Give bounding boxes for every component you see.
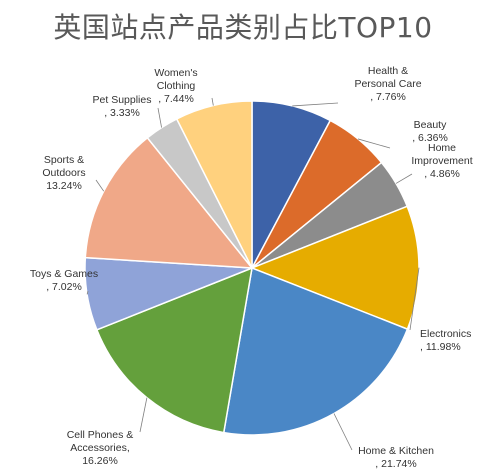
- pie-slice-9: [175, 100, 253, 269]
- slice-label-line: Women's: [154, 67, 197, 79]
- slice-label-line: , 4.86%: [424, 168, 460, 180]
- slice-label-5: Cell Phones & Accessories, 16.26%: [67, 429, 134, 467]
- slice-label-line: Home: [428, 142, 456, 154]
- slice-label-0: Health & Personal Care, 7.76%: [354, 65, 421, 103]
- slice-label-line: Clothing: [157, 80, 196, 92]
- slice-label-line: 16.26%: [82, 455, 118, 467]
- slice-label-line: Health &: [368, 65, 408, 77]
- slice-label-line: , 7.44%: [158, 93, 194, 105]
- slice-label-3: Electronics, 11.98%: [420, 328, 471, 353]
- leader-line-7: [95, 179, 105, 192]
- leader-line-5: [139, 397, 148, 433]
- leader-line-6: [86, 290, 89, 295]
- slice-label-line: Toys & Games: [30, 268, 98, 280]
- slice-label-line: , 6.36%: [412, 132, 448, 144]
- leader-line-2: [395, 173, 413, 184]
- slice-label-line: , 7.76%: [370, 91, 406, 103]
- leader-line-0: [292, 102, 339, 107]
- slice-label-4: Home & Kitchen, 21.74%: [358, 445, 434, 470]
- slice-label-line: , 7.02%: [46, 281, 82, 293]
- slice-label-line: 13.24%: [46, 180, 82, 192]
- slice-label-line: Beauty: [414, 119, 447, 131]
- slice-label-line: Cell Phones &: [67, 429, 134, 441]
- leader-line-8: [157, 107, 162, 128]
- leader-line-9: [211, 97, 214, 106]
- slice-label-line: , 3.33%: [104, 107, 140, 119]
- slice-label-2: Home Improvement, 4.86%: [411, 142, 472, 180]
- slice-label-6: Toys & Games, 7.02%: [30, 268, 98, 293]
- slice-label-line: Sports &: [44, 154, 84, 166]
- slice-label-line: Outdoors: [42, 167, 85, 179]
- slice-label-9: Women's Clothing, 7.44%: [154, 67, 197, 105]
- slice-label-1: Beauty, 6.36%: [412, 119, 448, 144]
- slice-label-line: , 11.98%: [420, 341, 461, 353]
- slice-label-7: Sports & Outdoors 13.24%: [42, 154, 85, 192]
- slice-label-line: Electronics: [420, 328, 471, 340]
- chart-title: 英国站点产品类别占比TOP10: [53, 11, 433, 44]
- leader-line-3: [409, 267, 420, 331]
- pie-slice-5: [95, 266, 253, 434]
- slice-label-line: Home & Kitchen: [358, 445, 434, 457]
- leader-line-4: [333, 413, 353, 451]
- leader-line-1: [357, 138, 391, 149]
- slice-label-line: Pet Supplies: [93, 94, 152, 106]
- pie-slice-7: [84, 136, 254, 269]
- slice-label-line: Improvement: [411, 155, 472, 167]
- slice-label-line: Accessories,: [70, 442, 130, 454]
- slice-label-8: Pet Supplies, 3.33%: [93, 94, 152, 119]
- slice-label-line: , 21.74%: [375, 458, 416, 470]
- slice-label-line: Personal Care: [354, 78, 421, 90]
